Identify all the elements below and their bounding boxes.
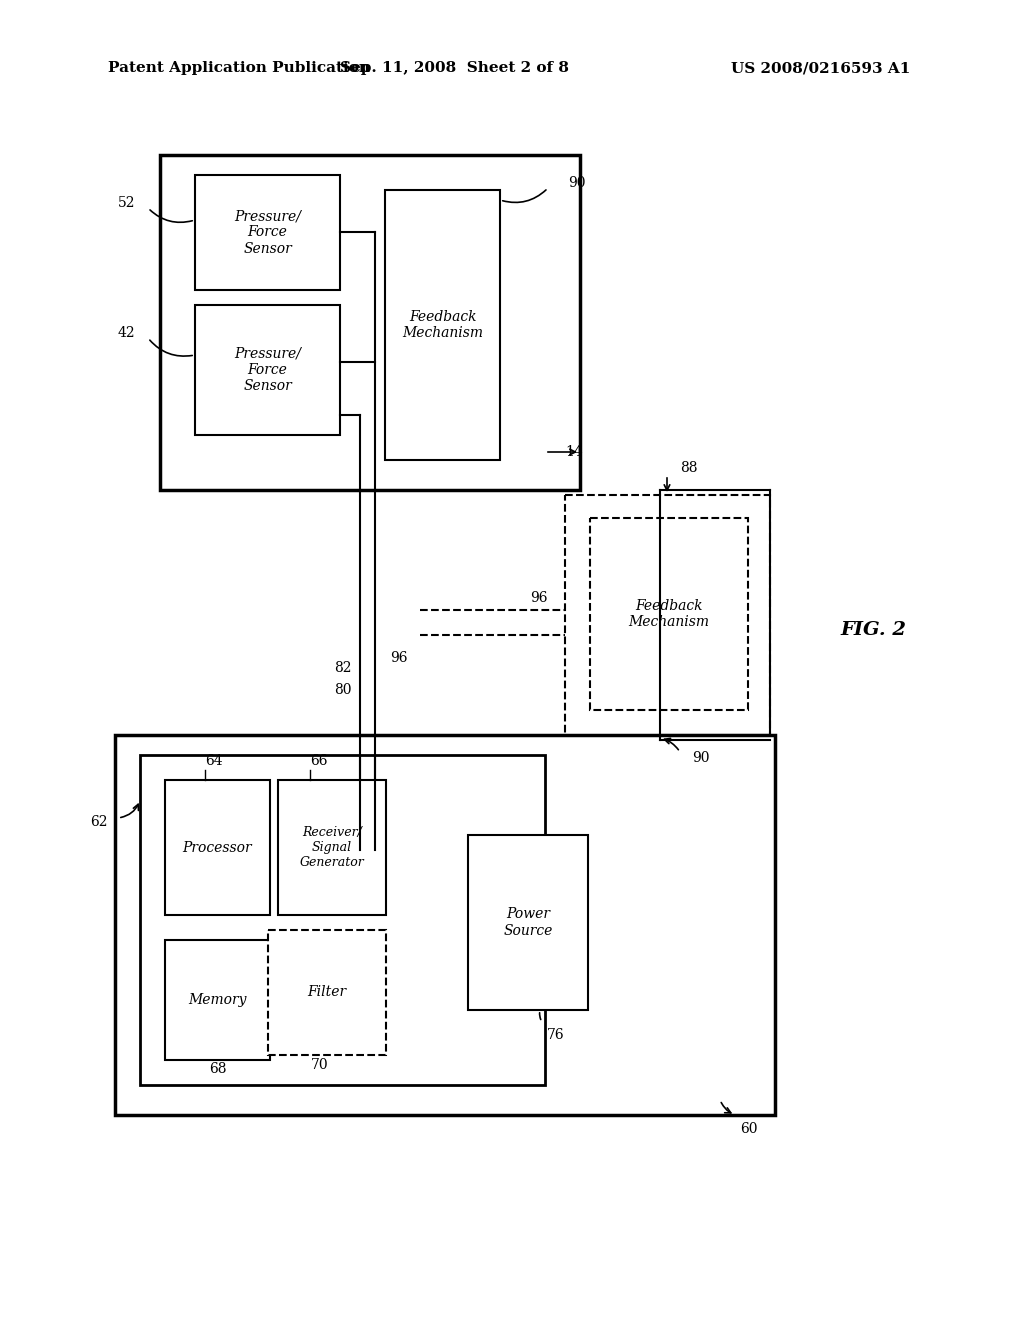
Bar bbox=[590, 517, 748, 710]
Text: 66: 66 bbox=[310, 754, 328, 768]
Bar bbox=[468, 836, 588, 1010]
Text: Receiver/
Signal
Generator: Receiver/ Signal Generator bbox=[300, 826, 365, 869]
Text: 52: 52 bbox=[118, 195, 135, 210]
Text: 64: 64 bbox=[205, 754, 222, 768]
Bar bbox=[115, 735, 775, 1115]
Text: 88: 88 bbox=[680, 461, 697, 475]
Text: 90: 90 bbox=[692, 751, 710, 766]
Text: 14: 14 bbox=[565, 445, 583, 459]
Bar bbox=[195, 305, 340, 436]
Text: Feedback
Mechanism: Feedback Mechanism bbox=[629, 599, 710, 630]
Text: Pressure/
Force
Sensor: Pressure/ Force Sensor bbox=[234, 347, 301, 393]
Bar bbox=[278, 780, 386, 915]
Text: Pressure/
Force
Sensor: Pressure/ Force Sensor bbox=[234, 210, 301, 256]
Text: Processor: Processor bbox=[182, 841, 252, 854]
Text: 62: 62 bbox=[90, 814, 108, 829]
Text: 42: 42 bbox=[118, 326, 135, 341]
Bar bbox=[165, 940, 270, 1060]
Bar bbox=[140, 755, 545, 1085]
Text: Patent Application Publication: Patent Application Publication bbox=[108, 61, 370, 75]
Text: FIG. 2: FIG. 2 bbox=[840, 620, 906, 639]
Text: US 2008/0216593 A1: US 2008/0216593 A1 bbox=[731, 61, 910, 75]
Bar bbox=[565, 495, 770, 741]
Text: Memory: Memory bbox=[188, 993, 247, 1007]
Text: 68: 68 bbox=[209, 1063, 226, 1076]
Text: Power
Source: Power Source bbox=[504, 907, 553, 937]
Text: 70: 70 bbox=[311, 1059, 329, 1072]
Text: Filter: Filter bbox=[307, 986, 346, 999]
Bar bbox=[165, 780, 270, 915]
Text: 96: 96 bbox=[390, 651, 408, 665]
Bar bbox=[385, 190, 500, 459]
Bar bbox=[268, 931, 386, 1055]
Text: Sep. 11, 2008  Sheet 2 of 8: Sep. 11, 2008 Sheet 2 of 8 bbox=[341, 61, 569, 75]
Bar bbox=[160, 154, 580, 490]
Text: Feedback
Mechanism: Feedback Mechanism bbox=[402, 310, 483, 341]
Text: 60: 60 bbox=[740, 1122, 758, 1137]
Text: 80: 80 bbox=[335, 682, 352, 697]
Text: 90: 90 bbox=[568, 176, 586, 190]
Bar bbox=[195, 176, 340, 290]
Text: 96: 96 bbox=[530, 591, 548, 605]
Text: 82: 82 bbox=[335, 661, 352, 675]
Text: 76: 76 bbox=[547, 1028, 564, 1041]
